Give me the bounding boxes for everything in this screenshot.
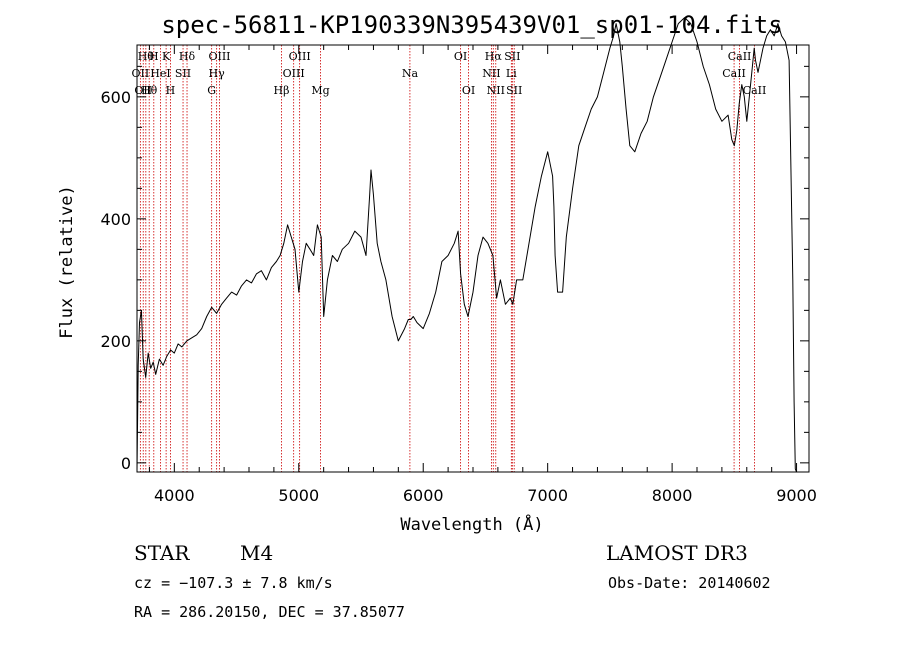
chart-axes: 4000 5000 6000 7000 8000 9000 0 200 400 600: [100, 44, 817, 505]
object-subclass: M4: [240, 541, 274, 565]
line-label-3: Hθ: [141, 84, 158, 97]
line-label-22: NII: [487, 84, 505, 97]
x-tick-label: 8000: [652, 486, 693, 505]
line-label-20: NII: [482, 67, 500, 80]
x-tick-label: 5000: [278, 486, 319, 505]
x-tick-label: 7000: [527, 486, 568, 505]
x-tick-label: 9000: [776, 486, 817, 505]
line-label-6: K: [162, 50, 171, 63]
y-tick-label: 0: [121, 454, 131, 473]
y-tick-label: 200: [100, 332, 131, 351]
observation-date: Obs-Date: 20140602: [608, 574, 771, 592]
survey-name: LAMOST DR3: [606, 541, 748, 565]
line-label-24: SII: [504, 50, 520, 63]
y-tick-label: 600: [100, 88, 131, 107]
line-label-0: OII: [132, 67, 150, 80]
redshift-velocity: cz = −107.3 ± 7.8 km/s: [134, 574, 333, 592]
line-label-2: Hθ: [138, 50, 155, 63]
line-label-15: OIII: [289, 50, 311, 63]
line-label-28: CaII: [743, 84, 767, 97]
line-label-26: CaII: [722, 67, 746, 80]
line-label-27: CaII: [728, 50, 752, 63]
ra-dec-coordinates: RA = 286.20150, DEC = 37.85077: [134, 603, 405, 621]
line-label-23: Li: [506, 67, 517, 80]
chart-title: spec-56811-KP190339N395439V01_sp01-104.f…: [161, 11, 782, 39]
spectrum-series: [136, 17, 798, 473]
line-label-9: Hδ: [179, 50, 196, 63]
line-label-10: Hγ: [209, 67, 226, 80]
line-label-12: OIII: [208, 50, 230, 63]
x-tick-label: 6000: [403, 486, 444, 505]
line-label-21: Hα: [485, 50, 503, 63]
line-label-1: OII: [134, 84, 152, 97]
plot-frame: [136, 44, 810, 473]
line-label-5: HeI: [150, 67, 170, 80]
line-label-7: H: [166, 84, 176, 97]
object-class: STAR: [134, 541, 190, 565]
spectral-line-labels: OIIOIIHθHθHHeIKHSIIHδHγGOIIIHβOIIIOIIIMg…: [132, 50, 767, 97]
line-label-13: Hβ: [274, 84, 290, 97]
y-axis-label: Flux (relative): [57, 185, 77, 339]
y-tick-label: 400: [100, 210, 131, 229]
spectrum-line-0: [136, 17, 798, 473]
line-label-25: SII: [506, 84, 522, 97]
line-label-19: OI: [462, 84, 475, 97]
line-label-18: OI: [454, 50, 467, 63]
line-label-17: Na: [402, 67, 419, 80]
x-tick-label: 4000: [154, 486, 195, 505]
line-label-4: H: [149, 50, 159, 63]
line-label-11: G: [207, 84, 216, 97]
x-axis-label: Wavelength (Å): [400, 513, 543, 535]
line-label-8: SII: [175, 67, 191, 80]
line-label-14: OIII: [283, 67, 305, 80]
spectral-line-markers: [139, 45, 755, 472]
line-label-16: Mg: [311, 84, 329, 97]
